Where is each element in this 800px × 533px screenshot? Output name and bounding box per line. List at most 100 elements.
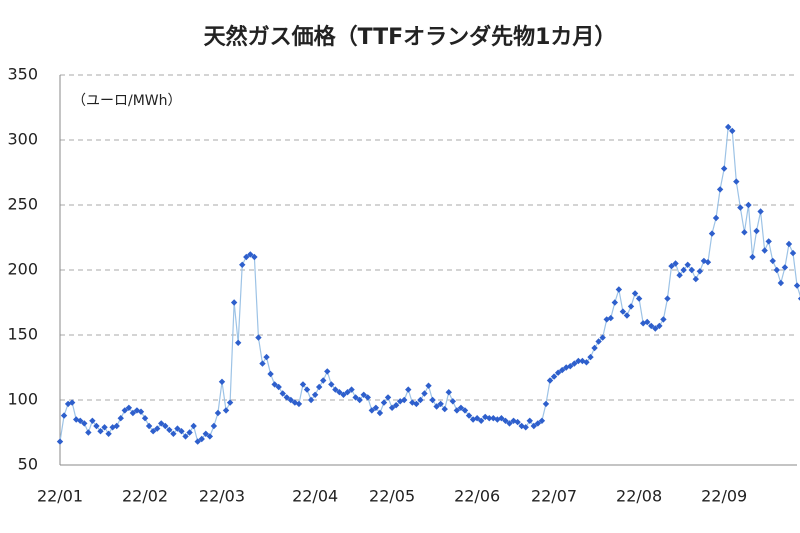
marker — [263, 353, 270, 361]
marker — [627, 303, 635, 310]
marker — [514, 418, 521, 426]
marker — [716, 186, 724, 193]
marker — [571, 360, 578, 367]
marker — [275, 383, 282, 391]
marker — [542, 400, 550, 408]
marker — [129, 409, 137, 417]
marker — [243, 253, 250, 261]
marker — [332, 386, 339, 393]
marker — [218, 378, 226, 385]
marker — [437, 400, 444, 408]
marker — [554, 369, 562, 376]
marker — [708, 230, 716, 237]
x-tick-label: 22/01 — [37, 487, 83, 506]
marker — [372, 404, 380, 411]
marker — [247, 251, 254, 258]
marker — [182, 433, 189, 440]
marker — [97, 428, 104, 435]
marker — [498, 415, 505, 422]
marker — [745, 201, 752, 209]
marker — [137, 408, 145, 415]
y-tick-label: 200 — [7, 260, 38, 279]
marker — [352, 394, 359, 401]
marker — [117, 415, 124, 422]
marker — [769, 257, 776, 265]
marker — [765, 238, 772, 245]
x-tick-label: 22/06 — [454, 487, 500, 506]
marker — [429, 396, 436, 404]
marker — [60, 412, 68, 419]
marker — [190, 422, 197, 430]
marker — [324, 368, 331, 375]
marker — [206, 433, 214, 440]
marker — [567, 363, 574, 370]
marker — [384, 394, 392, 401]
marker — [315, 383, 323, 391]
marker — [635, 295, 643, 302]
marker — [121, 407, 128, 414]
marker — [198, 435, 205, 443]
marker — [445, 389, 452, 396]
marker — [162, 422, 169, 430]
marker — [660, 316, 667, 323]
marker — [145, 422, 153, 430]
marker — [538, 417, 546, 424]
marker — [364, 394, 371, 401]
marker — [611, 299, 619, 306]
marker — [712, 214, 720, 222]
marker — [320, 377, 327, 384]
y-tick-label: 300 — [7, 130, 38, 149]
marker — [457, 404, 465, 411]
marker — [202, 430, 209, 437]
marker — [473, 415, 481, 422]
marker — [599, 334, 606, 341]
marker — [789, 249, 797, 257]
marker — [696, 268, 704, 275]
marker — [639, 320, 647, 327]
line — [59, 125, 800, 443]
marker — [595, 338, 602, 345]
marker — [773, 266, 781, 274]
marker — [785, 240, 793, 248]
marker — [441, 405, 448, 413]
marker — [615, 286, 623, 293]
marker — [307, 396, 315, 404]
marker — [461, 407, 469, 414]
marker — [510, 417, 517, 424]
marker — [279, 390, 286, 397]
marker — [591, 344, 598, 352]
marker — [311, 391, 319, 398]
marker — [174, 425, 181, 432]
marker — [453, 407, 461, 414]
marker — [239, 261, 246, 268]
marker — [700, 257, 708, 265]
x-tick-label: 22/05 — [369, 487, 415, 506]
marker — [89, 417, 96, 424]
marker — [486, 415, 493, 422]
unit-label: （ユーロ/MWh） — [72, 93, 182, 109]
marker — [688, 266, 695, 274]
marker — [733, 178, 740, 185]
marker — [607, 314, 614, 322]
marker — [793, 282, 800, 289]
marker — [477, 417, 485, 424]
marker — [166, 426, 173, 434]
marker — [737, 204, 744, 211]
marker — [619, 308, 627, 315]
marker — [356, 396, 363, 404]
x-tick-label: 22/03 — [199, 487, 245, 506]
marker — [392, 402, 400, 409]
marker — [644, 318, 651, 326]
y-tick-label: 350 — [7, 65, 38, 84]
marker — [449, 398, 457, 405]
marker — [380, 399, 388, 406]
marker — [684, 261, 691, 268]
marker — [77, 417, 84, 424]
marker — [295, 400, 303, 408]
marker — [68, 399, 76, 406]
marker — [631, 290, 639, 297]
x-tick-label: 22/02 — [122, 487, 168, 506]
marker — [781, 264, 789, 271]
marker — [575, 357, 582, 365]
